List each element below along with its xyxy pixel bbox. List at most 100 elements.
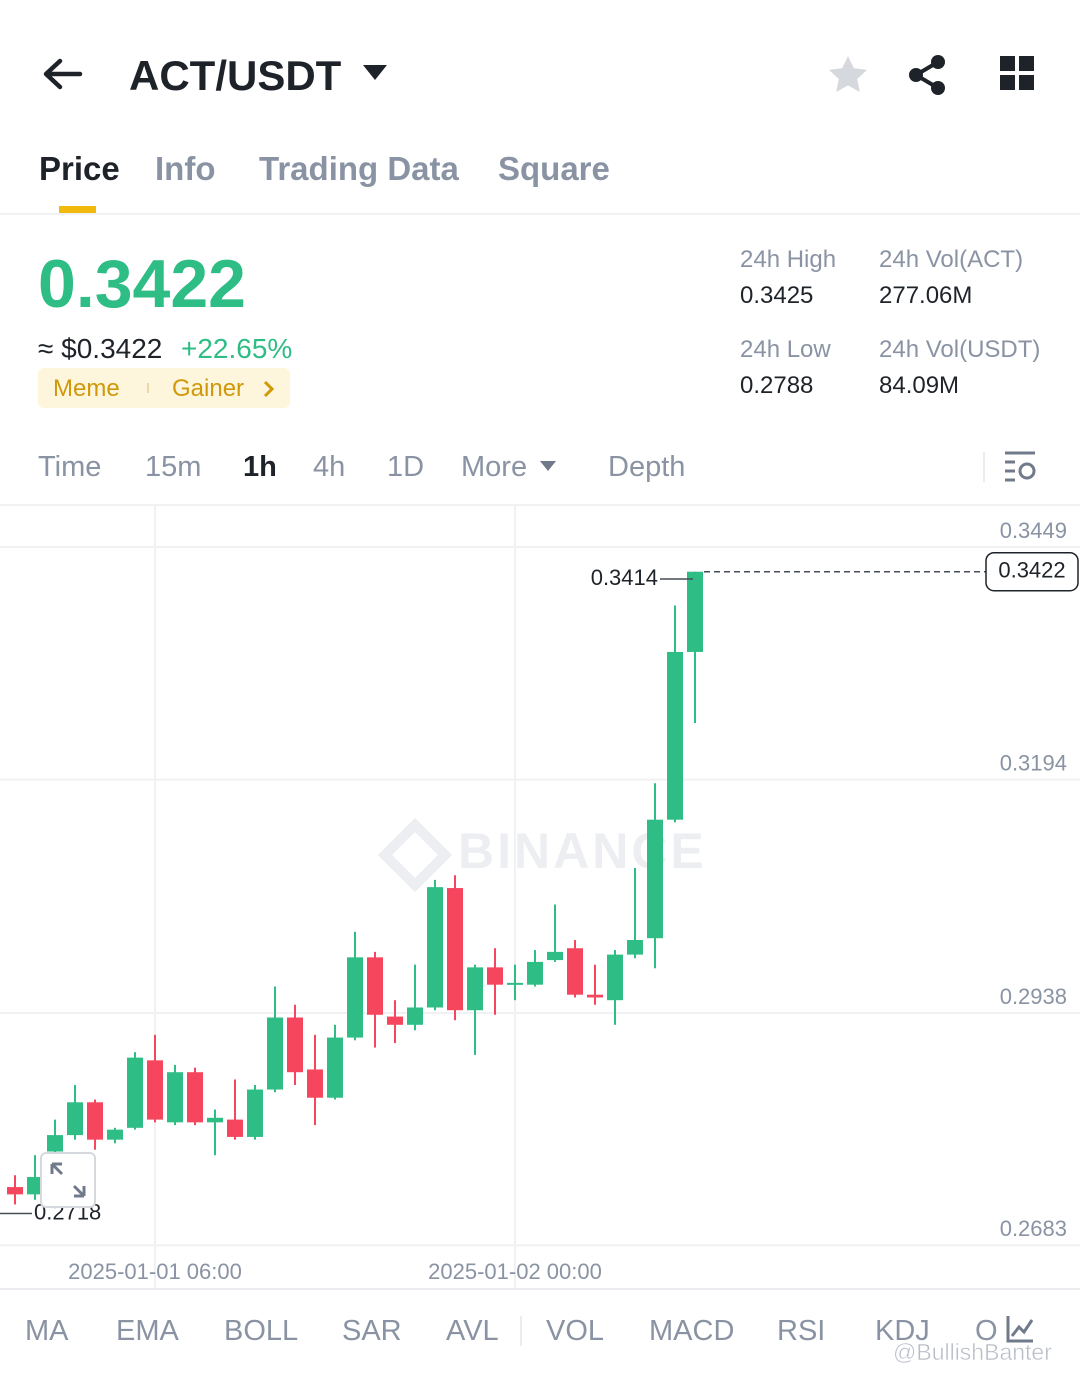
tag-separator [147,383,149,393]
candle-body [527,961,543,985]
tag[interactable]: Meme [53,375,120,402]
candle-body [27,1177,43,1195]
indicator[interactable]: KDJ [875,1315,930,1347]
candle-body [327,1037,343,1098]
candle-body [667,651,683,820]
candle-body [207,1117,223,1123]
indicator[interactable]: BOLL [224,1315,299,1347]
timeframe[interactable]: Depth [608,451,686,483]
favorite-icon[interactable] [827,54,869,94]
tab-indicator [59,206,96,213]
candle-body [467,967,483,1011]
watermark: @BullishBanter [893,1339,1052,1365]
y-tick-label: 0.2938 [1000,984,1067,1009]
candle-body [347,957,363,1038]
divider [0,213,1080,215]
indicator[interactable]: O [975,1315,998,1347]
timeframe[interactable]: 15m [145,451,202,483]
candle-body [687,571,703,652]
candle-body [287,1017,303,1073]
candle-body [587,994,603,998]
candle-body [147,1060,163,1120]
candle-body [567,948,583,995]
stat-value: 0.2788 [740,372,814,399]
candle-body [607,954,623,1001]
candle-body [627,940,643,955]
indicator[interactable]: SAR [342,1315,402,1347]
watermark-logo [377,817,453,893]
candlestick-chart: BINANCE 0.2683 0.2938 0.3194 0.3449 2025-01-0… [0,505,1080,1290]
candle-body [407,1007,423,1025]
candle-body [367,957,383,1015]
share-icon[interactable] [907,54,949,96]
tab[interactable]: Price [39,150,120,187]
indicator[interactable]: MA [25,1315,69,1347]
candle-body [187,1072,203,1123]
candle-body [47,1135,63,1152]
y-tick-label: 0.3194 [1000,750,1067,775]
tab[interactable]: Trading Data [259,150,459,187]
stat-value: 277.06M [879,282,973,309]
current-price-label: 0.3422 [998,558,1065,583]
divider [0,504,1080,506]
candle-body [487,967,503,985]
candle-body [427,887,443,1008]
candle-body [7,1187,23,1195]
watermark-logo [377,817,453,893]
y-tick-label: 0.3449 [1000,518,1067,543]
indicator[interactable]: RSI [777,1315,826,1347]
candle-body [167,1072,183,1123]
candle-body [267,1017,283,1090]
usd-price: ≈ $0.3422 [38,333,163,364]
fullscreen-button[interactable] [40,1152,96,1208]
timeframe[interactable]: 1D [387,451,425,483]
stat-label: 24h Low [740,336,831,363]
stat-value: 0.3425 [740,282,814,309]
x-tick-label: 2025-01-01 06:00 [68,1259,242,1284]
candle-body [547,951,563,961]
timeframe[interactable]: 1h [243,451,277,483]
tag-box[interactable] [38,368,290,408]
candle-body [387,1016,403,1025]
candle-body [67,1102,83,1136]
candle-body [107,1129,123,1140]
tab[interactable]: Info [155,150,216,187]
separator [983,452,985,482]
high-marker-label: 0.3414 [591,565,658,590]
indicator[interactable]: MACD [649,1315,735,1347]
indicator[interactable]: VOL [546,1315,605,1347]
indicator-settings-icon[interactable] [1005,1314,1035,1344]
stat-label: 24h Vol(ACT) [879,246,1024,273]
tag[interactable]: Gainer [172,375,245,402]
back-icon[interactable] [40,56,84,92]
watermark: BINANCE [458,823,707,879]
candle-body [127,1057,143,1128]
current-price-box [985,551,1079,592]
stat-label: 24h High [740,246,837,273]
stat-label: 24h Vol(USDT) [879,336,1041,363]
candle-body [87,1102,103,1140]
timeframe[interactable]: 4h [313,451,346,483]
chart-settings-icon[interactable] [1003,450,1037,482]
candle-body [447,888,463,1011]
candle-body [647,819,663,939]
candle-body [227,1119,243,1137]
layout-icon[interactable] [1000,56,1036,92]
more-dropdown[interactable] [539,460,557,472]
tag-chevron [263,380,275,398]
timeframe[interactable]: More [461,451,528,483]
price-change: +22.65% [181,333,293,364]
candle-body [507,982,523,985]
stat-value: 84.09M [879,372,960,399]
tab[interactable]: Square [498,150,610,187]
last-price: 0.3422 [38,246,246,322]
indicator[interactable]: AVL [446,1315,499,1347]
pair-title[interactable]: ACT/USDT [129,52,342,99]
pair-dropdown[interactable] [362,64,388,82]
indicator[interactable]: EMA [116,1315,179,1347]
divider [0,1288,1080,1290]
timeframe[interactable]: Time [38,451,102,483]
candle-body [307,1069,323,1098]
x-tick-label: 2025-01-02 00:00 [428,1259,602,1284]
